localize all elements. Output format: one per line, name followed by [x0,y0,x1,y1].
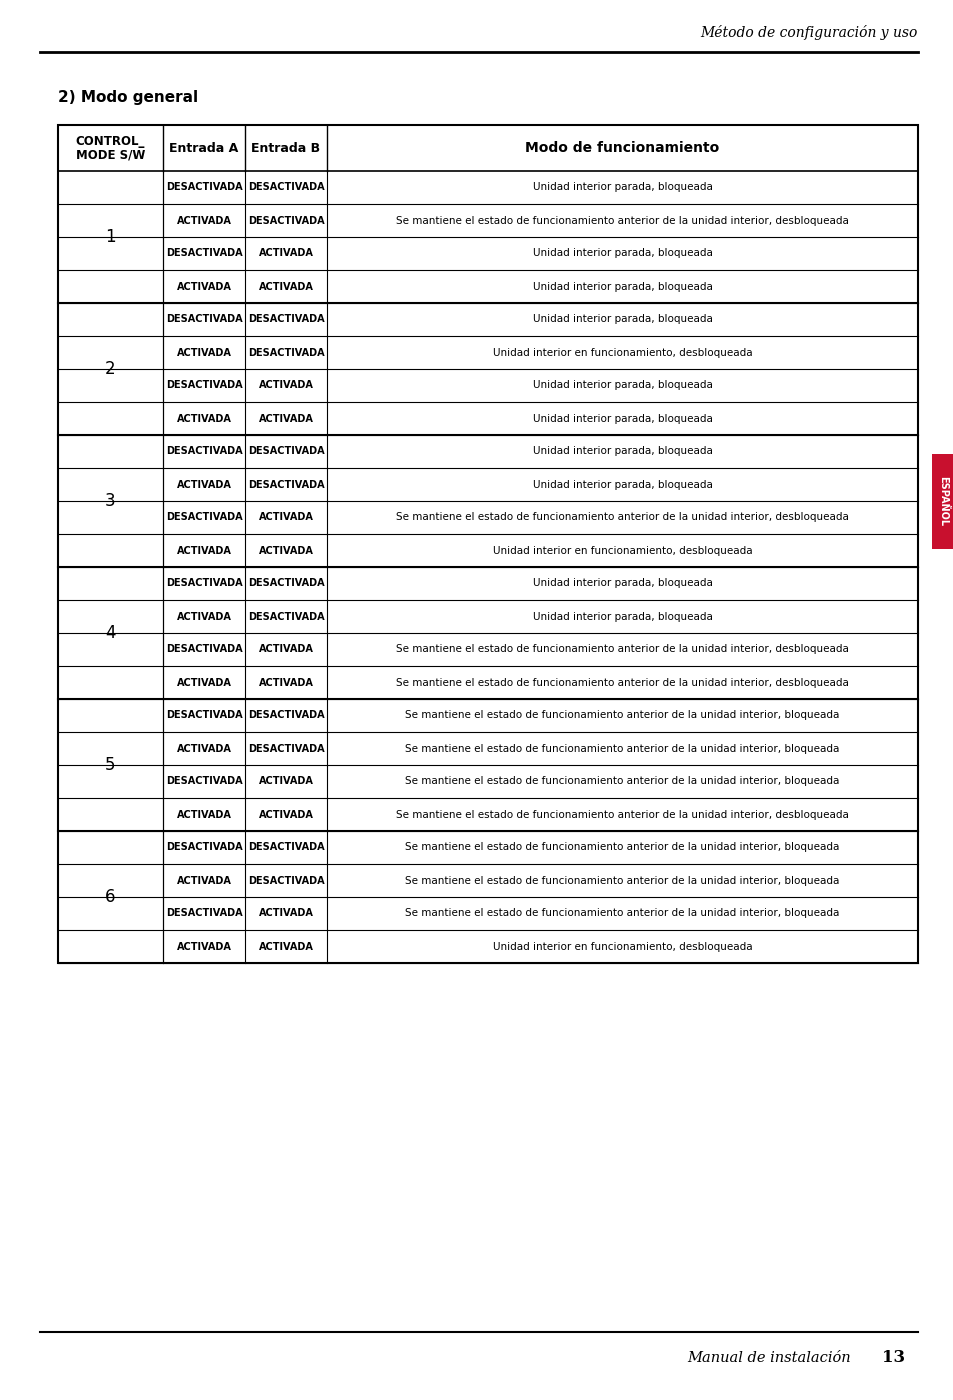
Text: DESACTIVADA: DESACTIVADA [166,182,242,192]
Text: ACTIVADA: ACTIVADA [258,777,314,787]
Text: 4: 4 [105,624,115,643]
Text: Entrada B: Entrada B [252,141,320,154]
Text: ACTIVADA: ACTIVADA [176,413,232,423]
Text: Unidad interior en funcionamiento, desbloqueada: Unidad interior en funcionamiento, desbl… [492,347,752,357]
Text: ACTIVADA: ACTIVADA [176,678,232,687]
Text: 3: 3 [105,491,115,510]
Text: DESACTIVADA: DESACTIVADA [166,777,242,787]
Text: Se mantiene el estado de funcionamiento anterior de la unidad interior, desbloqu: Se mantiene el estado de funcionamiento … [395,644,848,655]
Text: Se mantiene el estado de funcionamiento anterior de la unidad interior, bloquead: Se mantiene el estado de funcionamiento … [405,875,839,886]
Text: Unidad interior en funcionamiento, desbloqueada: Unidad interior en funcionamiento, desbl… [492,941,752,952]
Text: ACTIVADA: ACTIVADA [176,809,232,819]
Text: 1: 1 [105,228,115,246]
Text: MODE S/W: MODE S/W [75,148,145,161]
Text: DESACTIVADA: DESACTIVADA [166,249,242,259]
Text: DESACTIVADA: DESACTIVADA [166,512,242,522]
Text: ESPAÑOL: ESPAÑOL [937,476,947,526]
Text: DESACTIVADA: DESACTIVADA [248,315,324,325]
Text: Modo de funcionamiento: Modo de funcionamiento [525,141,719,155]
Text: ACTIVADA: ACTIVADA [258,281,314,291]
Text: Se mantiene el estado de funcionamiento anterior de la unidad interior, bloquead: Se mantiene el estado de funcionamiento … [405,843,839,853]
Text: 5: 5 [105,756,115,774]
Text: DESACTIVADA: DESACTIVADA [248,447,324,456]
Text: DESACTIVADA: DESACTIVADA [248,479,324,490]
Text: ACTIVADA: ACTIVADA [176,479,232,490]
Text: Se mantiene el estado de funcionamiento anterior de la unidad interior, bloquead: Se mantiene el estado de funcionamiento … [405,909,839,918]
Text: ACTIVADA: ACTIVADA [258,909,314,918]
Text: ACTIVADA: ACTIVADA [258,249,314,259]
Text: DESACTIVADA: DESACTIVADA [248,578,324,588]
Text: Unidad interior en funcionamiento, desbloqueada: Unidad interior en funcionamiento, desbl… [492,546,752,556]
Text: DESACTIVADA: DESACTIVADA [248,612,324,622]
Text: ACTIVADA: ACTIVADA [258,546,314,556]
Text: ACTIVADA: ACTIVADA [176,612,232,622]
Text: Se mantiene el estado de funcionamiento anterior de la unidad interior, bloquead: Se mantiene el estado de funcionamiento … [405,777,839,787]
Text: DESACTIVADA: DESACTIVADA [166,909,242,918]
Text: ACTIVADA: ACTIVADA [258,678,314,687]
Text: Se mantiene el estado de funcionamiento anterior de la unidad interior, desbloqu: Se mantiene el estado de funcionamiento … [395,809,848,819]
Text: DESACTIVADA: DESACTIVADA [248,182,324,192]
Text: DESACTIVADA: DESACTIVADA [166,315,242,325]
Text: DESACTIVADA: DESACTIVADA [166,644,242,655]
Text: Se mantiene el estado de funcionamiento anterior de la unidad interior, desbloqu: Se mantiene el estado de funcionamiento … [395,216,848,225]
Text: DESACTIVADA: DESACTIVADA [248,216,324,225]
Text: Unidad interior parada, bloqueada: Unidad interior parada, bloqueada [532,413,712,423]
Bar [931,454,953,549]
Text: Se mantiene el estado de funcionamiento anterior de la unidad interior, desbloqu: Se mantiene el estado de funcionamiento … [395,678,848,687]
Text: DESACTIVADA: DESACTIVADA [248,347,324,357]
Text: DESACTIVADA: DESACTIVADA [248,743,324,753]
Text: 13: 13 [881,1350,904,1366]
Text: 2) Modo general: 2) Modo general [58,90,198,105]
Text: DESACTIVADA: DESACTIVADA [166,711,242,721]
Text: ACTIVADA: ACTIVADA [258,644,314,655]
Text: DESACTIVADA: DESACTIVADA [248,711,324,721]
Text: 2: 2 [105,360,115,378]
Text: ACTIVADA: ACTIVADA [176,875,232,886]
Text: Método de configuración y uso: Método de configuración y uso [700,25,917,41]
Text: 6: 6 [105,888,115,906]
Text: Unidad interior parada, bloqueada: Unidad interior parada, bloqueada [532,315,712,325]
Text: CONTROL_: CONTROL_ [75,136,145,148]
Text: ACTIVADA: ACTIVADA [176,743,232,753]
Text: Unidad interior parada, bloqueada: Unidad interior parada, bloqueada [532,182,712,192]
Text: DESACTIVADA: DESACTIVADA [166,578,242,588]
Text: ACTIVADA: ACTIVADA [176,347,232,357]
Text: ACTIVADA: ACTIVADA [258,413,314,423]
Text: Unidad interior parada, bloqueada: Unidad interior parada, bloqueada [532,249,712,259]
Text: ACTIVADA: ACTIVADA [176,281,232,291]
Text: Entrada A: Entrada A [170,141,238,154]
Text: Unidad interior parada, bloqueada: Unidad interior parada, bloqueada [532,578,712,588]
Text: Unidad interior parada, bloqueada: Unidad interior parada, bloqueada [532,612,712,622]
Text: ACTIVADA: ACTIVADA [176,546,232,556]
Text: ACTIVADA: ACTIVADA [258,512,314,522]
Bar [58,125,917,963]
Text: ACTIVADA: ACTIVADA [258,941,314,952]
Text: DESACTIVADA: DESACTIVADA [166,381,242,391]
Text: Unidad interior parada, bloqueada: Unidad interior parada, bloqueada [532,381,712,391]
Text: DESACTIVADA: DESACTIVADA [166,447,242,456]
Text: Se mantiene el estado de funcionamiento anterior de la unidad interior, desbloqu: Se mantiene el estado de funcionamiento … [395,512,848,522]
Text: Manual de instalación: Manual de instalación [686,1351,854,1365]
Text: Unidad interior parada, bloqueada: Unidad interior parada, bloqueada [532,447,712,456]
Text: Unidad interior parada, bloqueada: Unidad interior parada, bloqueada [532,479,712,490]
Text: ACTIVADA: ACTIVADA [258,381,314,391]
Text: Se mantiene el estado de funcionamiento anterior de la unidad interior, bloquead: Se mantiene el estado de funcionamiento … [405,743,839,753]
Text: DESACTIVADA: DESACTIVADA [248,875,324,886]
Text: Se mantiene el estado de funcionamiento anterior de la unidad interior, bloquead: Se mantiene el estado de funcionamiento … [405,711,839,721]
Text: ACTIVADA: ACTIVADA [176,216,232,225]
Text: DESACTIVADA: DESACTIVADA [248,843,324,853]
Text: ACTIVADA: ACTIVADA [176,941,232,952]
Text: Unidad interior parada, bloqueada: Unidad interior parada, bloqueada [532,281,712,291]
Text: DESACTIVADA: DESACTIVADA [166,843,242,853]
Text: ACTIVADA: ACTIVADA [258,809,314,819]
